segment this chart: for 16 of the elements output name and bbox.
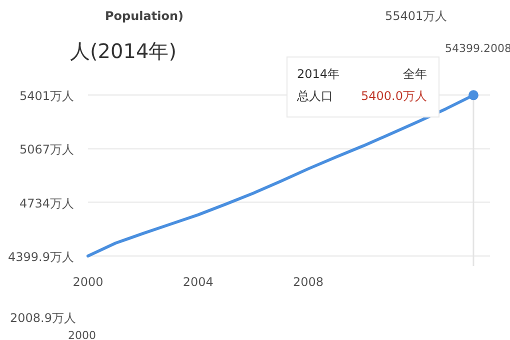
y-tick-label: 4399.9万人 (8, 250, 74, 264)
x-tick-label: 2004 (182, 275, 214, 289)
y-tick-label: 5401万人 (19, 89, 74, 103)
y-tick-label: 4734万人 (19, 196, 74, 210)
annotation: 总人口 (296, 89, 333, 103)
x-tick-label: 2000 (72, 275, 104, 289)
chart-title: 人(2014年) (70, 39, 177, 63)
text: 2008.9万人 (10, 311, 76, 325)
text: 全年 (403, 67, 427, 81)
annotation: 5400.0万人 (361, 89, 427, 103)
text: Population) (105, 9, 184, 23)
x-tick-label: 2008 (293, 275, 324, 289)
text: 2000 (68, 329, 96, 340)
y-tick-label: 5067万人 (19, 142, 74, 157)
text: 55401万人 (385, 9, 448, 23)
text: 2014年 (297, 67, 340, 81)
